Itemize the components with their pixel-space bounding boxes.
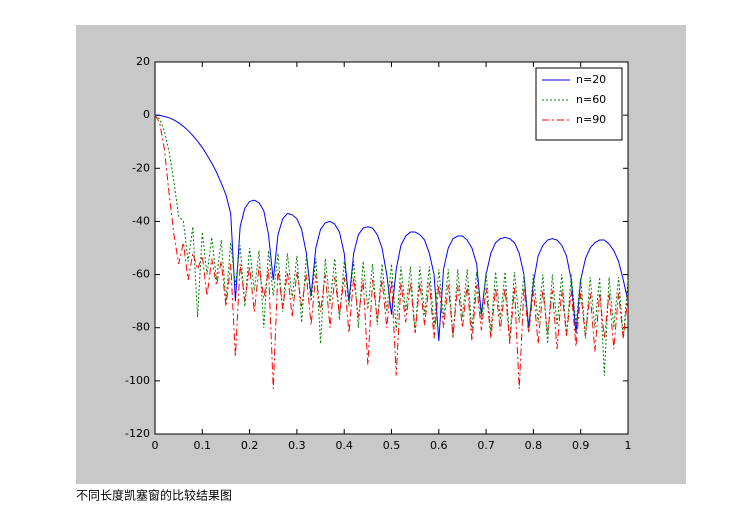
- x-tick-label: 0.1: [194, 439, 212, 452]
- y-tick-label: -120: [125, 427, 150, 440]
- legend-label: n=90: [576, 113, 606, 126]
- y-tick-label: -20: [132, 161, 150, 174]
- x-tick-label: 0.2: [241, 439, 259, 452]
- y-tick-label: -40: [132, 214, 150, 227]
- x-tick-label: 0.7: [477, 439, 495, 452]
- series-line: [154, 114, 629, 389]
- series-line: [154, 114, 629, 342]
- x-tick-label: 0.9: [572, 439, 590, 452]
- y-tick-label: -100: [125, 374, 150, 387]
- x-tick-label: 0.4: [335, 439, 353, 452]
- x-tick-label: 0.6: [430, 439, 448, 452]
- y-tick-label: -80: [132, 321, 150, 334]
- x-tick-label: 0.5: [383, 439, 401, 452]
- legend-label: n=60: [576, 93, 606, 106]
- x-tick-label: 0.8: [525, 439, 543, 452]
- y-tick-label: 20: [136, 55, 150, 68]
- x-tick-label: 1: [625, 439, 632, 452]
- x-tick-label: 0: [152, 439, 159, 452]
- y-tick-label: 0: [143, 108, 150, 121]
- caption: 不同长度凯塞窗的比较结果图: [76, 488, 232, 503]
- legend-label: n=20: [576, 73, 606, 86]
- x-tick-label: 0.3: [288, 439, 306, 452]
- y-tick-label: -60: [132, 268, 150, 281]
